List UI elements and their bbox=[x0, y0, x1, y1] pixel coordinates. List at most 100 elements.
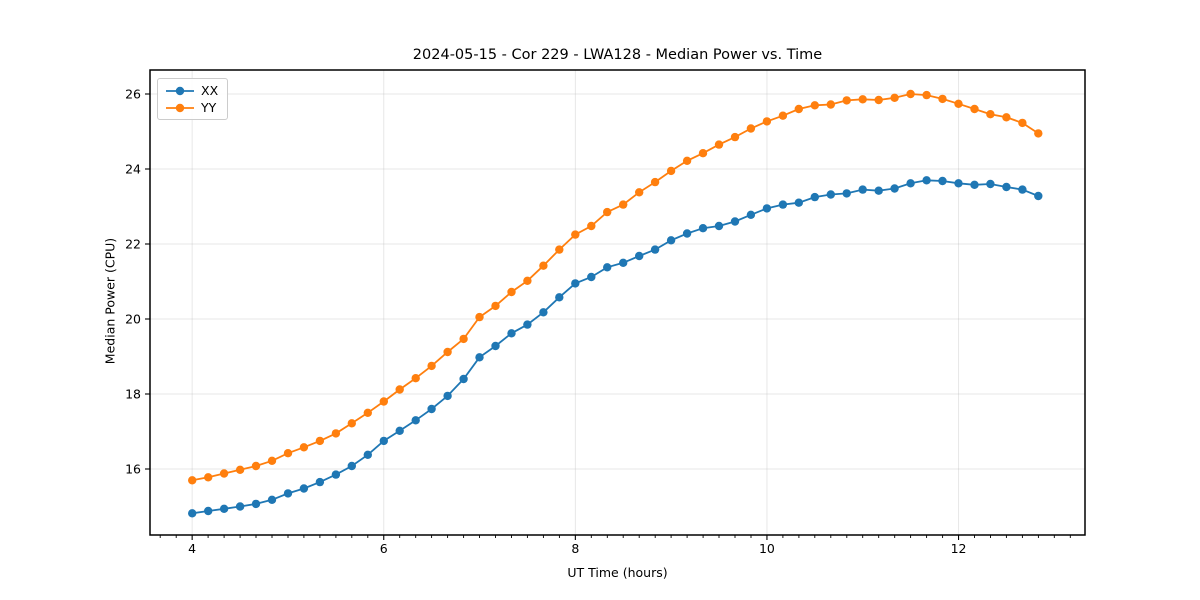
data-point-yy bbox=[619, 200, 628, 209]
data-point-yy bbox=[523, 276, 532, 285]
data-point-yy bbox=[507, 287, 516, 297]
data-point-yy bbox=[778, 111, 788, 120]
data-point-xx bbox=[443, 391, 452, 401]
data-point-xx bbox=[650, 245, 660, 254]
data-point-yy bbox=[714, 140, 724, 149]
data-point-yy bbox=[315, 436, 325, 446]
data-point-xx bbox=[714, 221, 724, 231]
data-point-xx bbox=[890, 184, 899, 193]
plot-border bbox=[149, 69, 1086, 536]
y-axis-label: Median Power (CPU) bbox=[102, 237, 118, 365]
data-point-yy bbox=[635, 188, 644, 197]
data-point-xx bbox=[1018, 185, 1027, 194]
data-point-yy bbox=[810, 101, 819, 110]
data-point-xx bbox=[1002, 182, 1011, 192]
data-point-xx bbox=[603, 263, 612, 272]
x-tick-label: 4 bbox=[188, 541, 196, 556]
data-point-xx bbox=[267, 495, 277, 504]
data-point-xx bbox=[762, 204, 772, 213]
data-point-xx bbox=[507, 329, 516, 338]
data-point-yy bbox=[219, 469, 229, 478]
x-axis-label: UT Time (hours) bbox=[567, 565, 668, 580]
data-point-yy bbox=[267, 456, 277, 465]
data-point-yy bbox=[890, 93, 899, 103]
data-point-xx bbox=[204, 506, 213, 516]
y-tick-label: 18 bbox=[125, 387, 141, 402]
legend-label-yy: YY bbox=[201, 100, 217, 115]
data-point-xx bbox=[235, 502, 245, 511]
data-point-xx bbox=[475, 353, 484, 362]
data-point-xx bbox=[970, 180, 979, 189]
data-point-yy bbox=[363, 408, 372, 417]
data-point-xx bbox=[1034, 191, 1043, 201]
data-point-yy bbox=[842, 96, 851, 105]
data-point-xx bbox=[459, 374, 468, 384]
data-point-yy bbox=[251, 461, 261, 471]
data-point-xx bbox=[954, 179, 963, 188]
data-point-yy bbox=[539, 261, 548, 270]
legend-item-yy: YY bbox=[165, 101, 218, 114]
data-point-xx bbox=[587, 272, 596, 282]
data-point-yy bbox=[395, 385, 404, 394]
data-point-yy bbox=[938, 94, 947, 104]
data-point-yy bbox=[411, 374, 420, 383]
data-point-yy bbox=[666, 166, 676, 176]
data-point-yy bbox=[682, 156, 692, 165]
legend-label-xx: XX bbox=[201, 83, 219, 98]
data-point-xx bbox=[635, 251, 644, 261]
data-point-xx bbox=[251, 499, 261, 509]
data-point-xx bbox=[219, 504, 229, 513]
legend-item-xx: XX bbox=[165, 84, 218, 97]
data-point-xx bbox=[682, 229, 692, 238]
data-point-yy bbox=[906, 89, 915, 99]
data-point-xx bbox=[539, 308, 548, 317]
data-point-xx bbox=[698, 224, 708, 233]
data-point-yy bbox=[762, 117, 772, 126]
data-point-xx bbox=[666, 236, 676, 245]
data-point-yy bbox=[587, 221, 596, 231]
data-point-yy bbox=[379, 397, 388, 406]
data-point-yy bbox=[491, 301, 500, 311]
data-point-yy bbox=[986, 110, 995, 119]
y-tick-label: 16 bbox=[125, 462, 141, 477]
series-line-xx bbox=[192, 179, 1039, 515]
data-point-yy bbox=[970, 104, 979, 114]
data-point-yy bbox=[555, 245, 564, 254]
data-point-yy bbox=[427, 361, 436, 371]
data-point-yy bbox=[746, 124, 756, 133]
data-point-xx bbox=[810, 192, 819, 202]
data-point-yy bbox=[571, 230, 580, 239]
data-point-xx bbox=[874, 186, 883, 195]
data-point-xx bbox=[331, 470, 341, 479]
data-point-xx bbox=[858, 185, 867, 194]
data-point-xx bbox=[794, 198, 803, 207]
data-point-yy bbox=[922, 90, 931, 100]
data-point-yy bbox=[730, 132, 740, 142]
y-tick-label: 26 bbox=[125, 87, 141, 102]
data-point-yy bbox=[794, 104, 803, 114]
data-point-xx bbox=[491, 341, 500, 351]
data-point-yy bbox=[347, 419, 356, 428]
data-point-xx bbox=[842, 189, 851, 198]
legend-swatch-xx-icon bbox=[166, 86, 194, 95]
data-point-yy bbox=[188, 476, 197, 485]
data-point-xx bbox=[299, 484, 309, 493]
data-point-xx bbox=[619, 258, 628, 267]
x-tick-label: 12 bbox=[951, 541, 967, 556]
data-point-xx bbox=[730, 217, 740, 226]
series-line-yy bbox=[192, 93, 1039, 482]
legend: XX YY bbox=[157, 78, 229, 120]
data-point-yy bbox=[475, 312, 484, 322]
data-point-yy bbox=[1002, 113, 1011, 122]
data-point-yy bbox=[826, 100, 835, 109]
data-point-xx bbox=[555, 293, 564, 302]
data-point-yy bbox=[650, 177, 660, 187]
data-point-yy bbox=[698, 149, 708, 158]
data-point-xx bbox=[379, 436, 388, 446]
data-point-xx bbox=[746, 210, 756, 219]
data-point-xx bbox=[411, 416, 420, 425]
data-point-yy bbox=[858, 95, 867, 104]
data-point-xx bbox=[315, 477, 325, 487]
data-point-yy bbox=[459, 334, 468, 344]
